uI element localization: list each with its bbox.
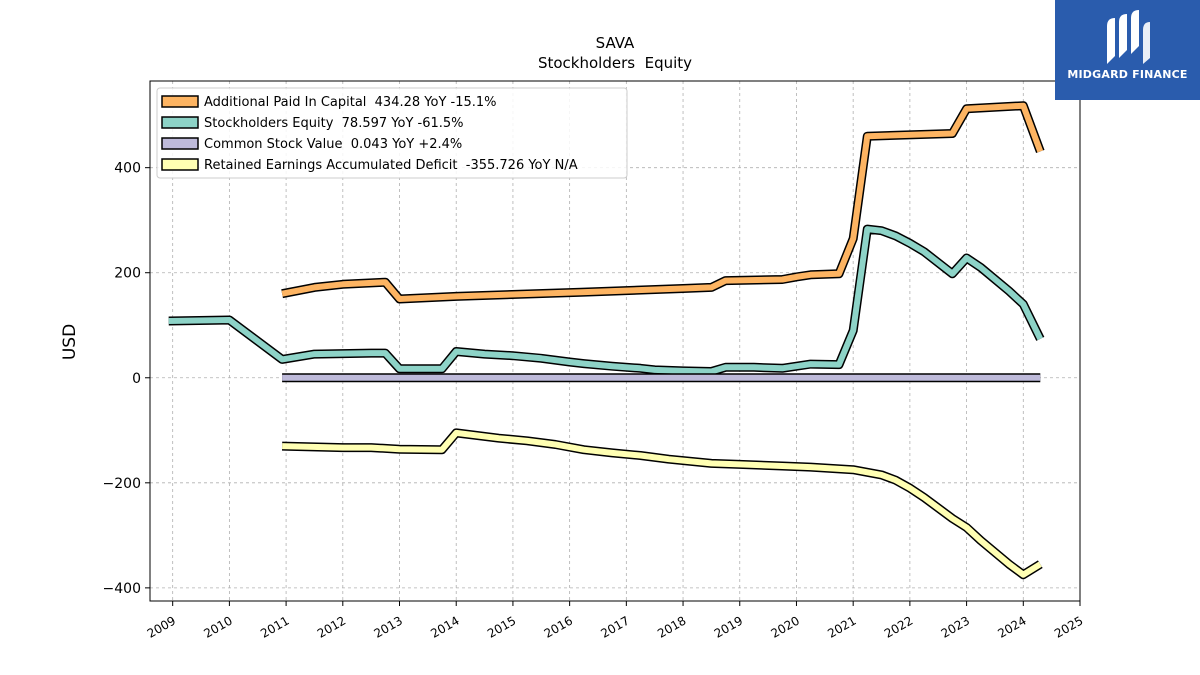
y-tick-label: −200 <box>103 476 141 492</box>
x-tick-label: 2009 <box>145 613 178 640</box>
plot-area <box>168 101 1045 580</box>
y-tick-label: 400 <box>114 161 141 177</box>
brand-name: MIDGARD FINANCE <box>1067 68 1188 81</box>
legend-label: Common Stock Value 0.043 YoY +2.4% <box>204 137 462 152</box>
legend: Additional Paid In Capital 434.28 YoY -1… <box>156 87 628 179</box>
legend-box <box>156 87 628 179</box>
legend-swatch <box>161 158 199 171</box>
legend-label: Additional Paid In Capital 434.28 YoY -1… <box>204 95 497 110</box>
x-tick-label: 2015 <box>485 613 518 640</box>
y-tick-label: 200 <box>114 266 141 282</box>
series-line-outline <box>281 428 1043 580</box>
legend-swatch <box>161 137 199 150</box>
x-tick-label: 2016 <box>542 613 575 640</box>
x-tick-label: 2018 <box>655 613 688 640</box>
axes-frame <box>149 80 1081 602</box>
legend-swatch <box>161 116 199 129</box>
y-tick-label: 0 <box>132 371 141 387</box>
legend-swatch <box>161 95 199 108</box>
series-line <box>168 226 1043 375</box>
chart-subtitle: Stockholders Equity <box>538 54 692 72</box>
legend-label: Retained Earnings Accumulated Deficit -3… <box>204 158 578 173</box>
brand-logo: MIDGARD FINANCE <box>1055 0 1200 100</box>
x-tick-label: 2021 <box>825 613 858 640</box>
x-tick-label: 2012 <box>315 613 348 640</box>
legend-label: Stockholders Equity 78.597 YoY -61.5% <box>204 116 464 131</box>
x-tick-label: 2014 <box>428 613 461 640</box>
midgard-logo-icon <box>1107 10 1150 64</box>
y-axis-label: USD <box>60 324 80 360</box>
y-tick-label: −400 <box>103 581 141 597</box>
x-tick-label: 2017 <box>598 613 631 640</box>
x-tick-label: 2013 <box>372 613 405 640</box>
series-line <box>282 429 1042 578</box>
x-tick-label: 2020 <box>769 613 802 640</box>
x-tick-label: 2011 <box>258 613 291 640</box>
x-tick-label: 2024 <box>995 613 1028 640</box>
series-line <box>281 102 1044 302</box>
x-tick-label: 2025 <box>1052 613 1085 640</box>
x-tick-label: 2019 <box>712 613 745 640</box>
x-tick-label: 2022 <box>882 613 915 640</box>
chart-title: SAVA <box>596 34 635 52</box>
x-tick-label: 2010 <box>201 613 234 640</box>
axis-ticks: 2009 2010 2011 2012 2013 2014 2015 2016 2017 2018… <box>103 161 1086 641</box>
x-tick-label: 2023 <box>939 613 972 640</box>
